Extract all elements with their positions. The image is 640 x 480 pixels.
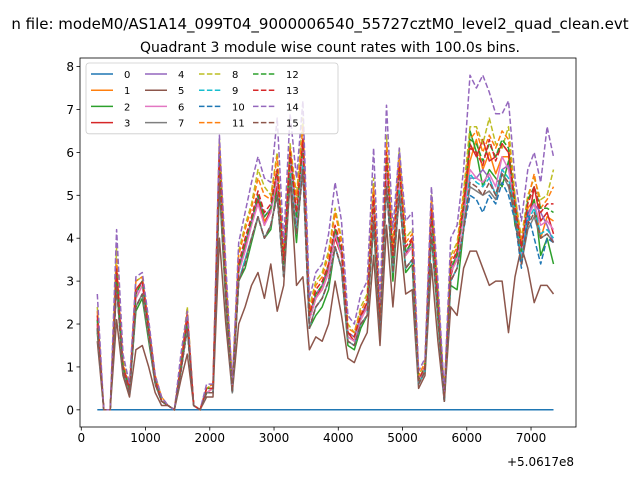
- legend-label-5: 5: [178, 86, 184, 97]
- legend-label-13: 13: [286, 86, 299, 97]
- legend-label-6: 6: [178, 102, 184, 113]
- chart-suptitle: n file: modeM0/AS1A14_099T04_9000006540_…: [11, 15, 628, 34]
- legend-label-9: 9: [232, 86, 238, 97]
- y-tick-label: 7: [66, 103, 74, 117]
- chart-title: Quadrant 3 module wise count rates with …: [140, 40, 520, 56]
- plot-frame: [79, 57, 577, 428]
- x-tick-label: 6000: [452, 431, 483, 445]
- y-tick-label: 4: [66, 232, 74, 246]
- x-tick-label: 7000: [516, 431, 547, 445]
- y-tick-label: 2: [66, 318, 74, 332]
- legend-label-7: 7: [178, 119, 184, 130]
- y-tick-label: 8: [66, 60, 74, 74]
- legend-label-15: 15: [286, 119, 299, 130]
- legend-label-14: 14: [286, 102, 299, 113]
- series-line-11: [96, 125, 555, 411]
- legend-label-3: 3: [124, 119, 130, 130]
- series-line-15: [96, 168, 555, 411]
- legend-label-12: 12: [286, 70, 299, 81]
- legend-label-10: 10: [232, 102, 245, 113]
- legend-label-2: 2: [124, 102, 130, 113]
- x-tick-label: 0: [77, 431, 85, 445]
- series-layer: [96, 74, 555, 411]
- x-offset-label: +5.0617e8: [507, 455, 574, 469]
- x-tick-label: 5000: [387, 431, 418, 445]
- legend-label-11: 11: [232, 119, 245, 130]
- legend-label-0: 0: [124, 70, 130, 81]
- x-tick-label: 2000: [195, 431, 226, 445]
- series-line-14: [96, 74, 555, 411]
- y-tick-label: 1: [66, 360, 74, 374]
- y-tick-label: 5: [66, 189, 74, 203]
- legend-box: [85, 62, 339, 135]
- x-tick-label: 1000: [130, 431, 161, 445]
- legend-label-8: 8: [232, 70, 238, 81]
- x-tick-label: 4000: [323, 431, 354, 445]
- y-tick-label: 3: [66, 275, 74, 289]
- legend-label-4: 4: [178, 70, 184, 81]
- y-tick-label: 0: [66, 403, 74, 417]
- x-tick-label: 3000: [259, 431, 290, 445]
- legend-label-1: 1: [124, 86, 130, 97]
- y-tick-label: 6: [66, 146, 74, 160]
